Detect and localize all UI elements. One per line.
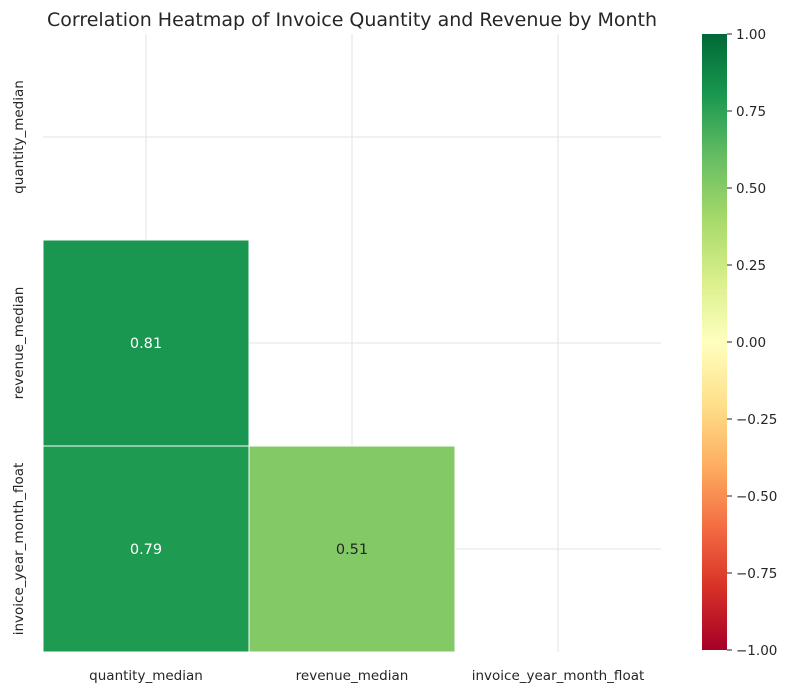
colorbar-tick-label: 0.75: [736, 104, 766, 120]
cell-annotation: 0.51: [336, 542, 368, 558]
cell-annotation: 0.81: [130, 336, 162, 352]
x-tick-label: invoice_year_month_float: [472, 668, 645, 684]
x-tick-label: revenue_median: [296, 668, 409, 684]
cell-annotations: 0.81 0.79 0.51: [130, 336, 368, 558]
y-axis-tick-labels: quantity_median revenue_median invoice_yea…: [11, 80, 27, 635]
chart-title: Correlation Heatmap of Invoice Quantity …: [47, 9, 657, 31]
colorbar-tick-label: 0.25: [736, 258, 766, 274]
colorbar-tick-label: −0.75: [736, 566, 777, 582]
colorbar-tick-label: −0.50: [736, 489, 777, 505]
colorbar: [702, 34, 727, 650]
colorbar-tick-label: 0.00: [736, 335, 766, 351]
heatmap-cells: [42, 239, 456, 653]
y-tick-label: invoice_year_month_float: [11, 463, 27, 636]
heatmap-cell: [42, 239, 250, 447]
cell-annotation: 0.79: [130, 542, 162, 558]
colorbar-tick-labels: 1.00 0.75 0.50 0.25 0.00 −0.25 −0.50 −0.75 −1.00: [727, 27, 777, 659]
y-tick-label: quantity_median: [11, 80, 27, 194]
x-tick-label: quantity_median: [89, 668, 203, 684]
y-tick-label: revenue_median: [11, 287, 27, 400]
x-axis-tick-labels: quantity_median revenue_median invoice_yea…: [89, 668, 644, 684]
colorbar-tick-label: −0.25: [736, 412, 777, 428]
colorbar-tick-label: 1.00: [736, 27, 766, 43]
heatmap-cell: [248, 445, 456, 653]
colorbar-tick-label: −1.00: [736, 643, 777, 659]
colorbar-tick-label: 0.50: [736, 181, 766, 197]
